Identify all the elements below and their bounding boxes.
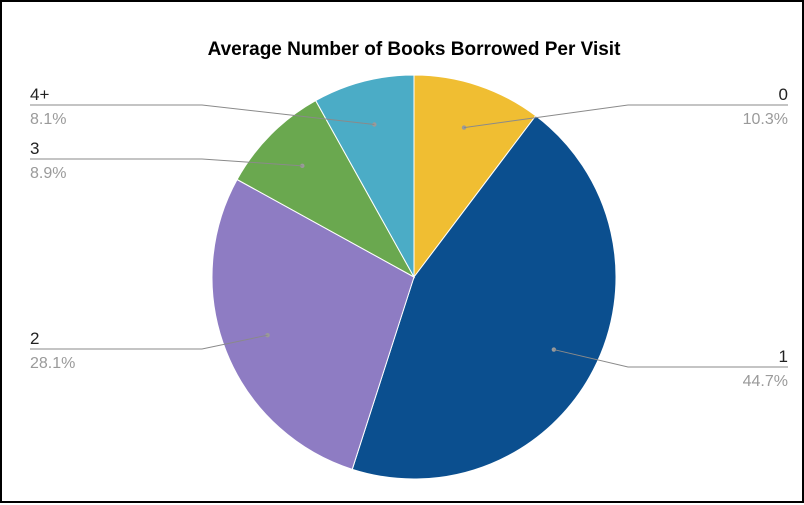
leader-line	[30, 158, 303, 167]
pie-slice-3[interactable]	[236, 99, 416, 279]
slice-percent-label: 28.1%	[30, 355, 75, 372]
slice-percent-label: 44.7%	[743, 373, 788, 390]
pie-slice-4plus[interactable]	[314, 74, 415, 279]
slice-category-label: 2	[30, 329, 39, 348]
leader-line	[30, 104, 375, 125]
slice-percent-label: 8.9%	[30, 165, 66, 182]
chart-title: Average Number of Books Borrowed Per Vis…	[208, 39, 622, 60]
slice-percent-label: 10.3%	[743, 111, 788, 128]
slice-category-label: 0	[779, 85, 788, 104]
slice-labels: 0 10.3% 1 44.7% 2 28.1% 3 8.9% 4+ 8.1%	[30, 85, 788, 390]
leader-lines	[30, 104, 788, 368]
leader-line	[30, 334, 268, 350]
slice-category-label: 1	[779, 347, 788, 366]
pie-slice-1[interactable]	[351, 115, 617, 480]
slice-category-label: 3	[30, 139, 39, 158]
pie-slices	[211, 74, 617, 480]
slice-percent-label: 8.1%	[30, 111, 66, 128]
leader-dot	[461, 125, 467, 130]
pie-slice-0[interactable]	[413, 74, 537, 279]
pie-slice-2[interactable]	[211, 178, 415, 470]
leader-line	[553, 349, 788, 368]
leader-line	[463, 104, 788, 129]
slice-category-label: 4+	[30, 85, 49, 104]
